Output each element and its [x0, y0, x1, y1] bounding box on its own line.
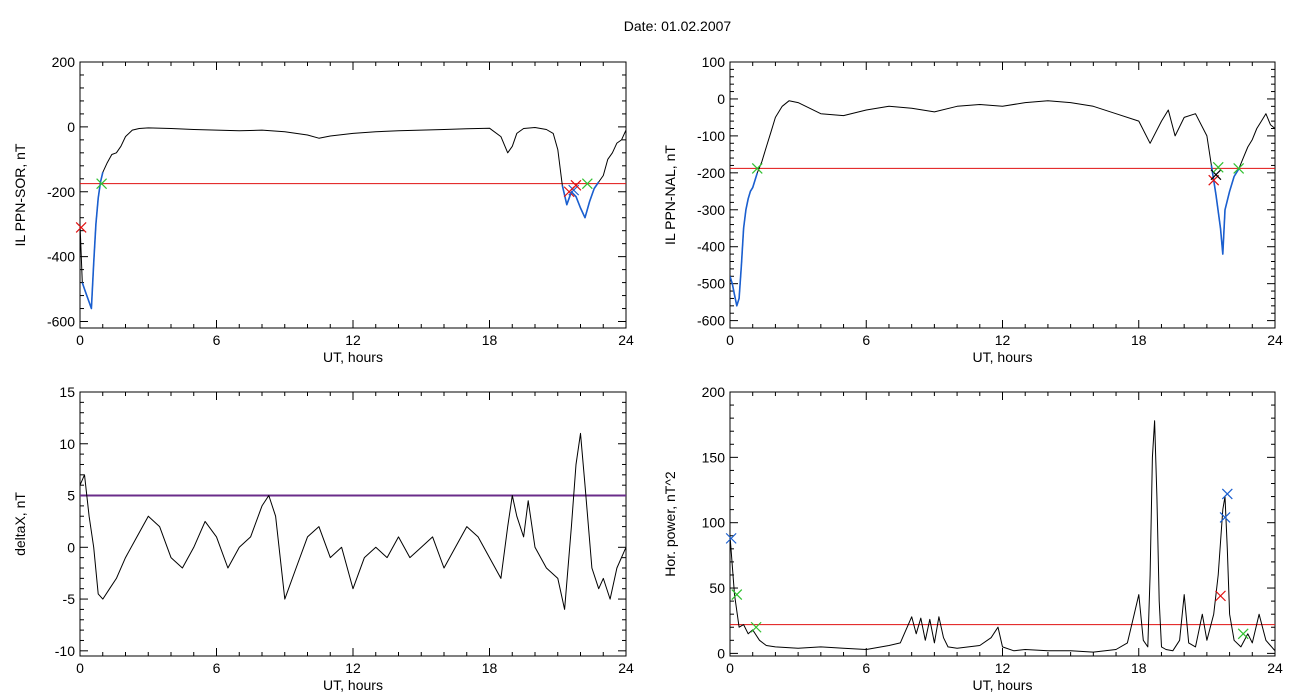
chart-panel-power: 0 6 12 18 24 0 50 100 150 200 UT, hours Hor. power,…: [662, 384, 1283, 693]
y-tick-label: 50: [709, 580, 725, 596]
y-tick-label: 150: [702, 449, 726, 465]
plot-frame: [729, 61, 1276, 329]
series-group: [730, 100, 1275, 307]
x-tick-label: 18: [482, 332, 498, 348]
x-axis-label: UT, hours: [323, 677, 383, 693]
y-tick-label: -200: [47, 184, 75, 200]
series-group: [80, 127, 626, 310]
data-marker: [1208, 174, 1220, 186]
y-tick-label: 0: [717, 645, 725, 661]
x-tick-label: 12: [345, 660, 361, 676]
y-axis-label: Hor. power, nT^2: [662, 471, 678, 577]
y-axis-label: deltaX, nT: [12, 492, 28, 556]
data-marker: [96, 178, 108, 190]
x-tick-label: 18: [1131, 660, 1147, 676]
plot-frame: [79, 391, 627, 657]
series-main-line: [80, 432, 626, 610]
y-tick-label: 5: [67, 488, 75, 504]
data-marker: [75, 222, 87, 233]
x-tick-label: 12: [995, 332, 1011, 348]
x-tick-label: 12: [345, 332, 361, 348]
y-tick-label: 0: [67, 119, 75, 135]
data-marker: [751, 162, 763, 174]
x-tick-label: 24: [1267, 332, 1283, 348]
series-segment-line: [1210, 165, 1240, 255]
y-tick-label: -400: [697, 239, 725, 255]
data-marker: [1237, 628, 1249, 640]
x-tick-label: 0: [76, 332, 84, 348]
series-segment-line: [730, 172, 759, 307]
x-tick-label: 6: [862, 332, 870, 348]
x-tick-label: 24: [618, 660, 634, 676]
y-tick-label: 10: [59, 436, 75, 452]
x-tick-label: 6: [213, 660, 221, 676]
x-tick-label: 6: [213, 332, 221, 348]
data-marker: [581, 178, 593, 190]
x-tick-label: 24: [618, 332, 634, 348]
series-group: [730, 420, 1275, 653]
y-tick-label: 200: [702, 384, 726, 400]
chart-panel-nal: 0 6 12 18 24 -600 -500 -400 -300 -200 -100 0 100 UT, …: [662, 54, 1283, 365]
x-axis-label: UT, hours: [973, 349, 1033, 365]
data-marker: [1212, 161, 1224, 173]
series-main-line: [730, 420, 1275, 653]
data-marker: [731, 589, 743, 600]
x-tick-label: 0: [726, 660, 734, 676]
data-marker: [570, 179, 582, 191]
data-marker: [1233, 162, 1245, 174]
date-title: Date: 01.02.2007: [623, 18, 732, 34]
y-tick-label: 200: [52, 54, 76, 70]
y-tick-label: -10: [55, 643, 75, 659]
y-tick-label: 100: [702, 515, 726, 531]
x-tick-label: 6: [862, 660, 870, 676]
y-tick-label: 100: [702, 54, 726, 70]
y-tick-label: -600: [47, 314, 75, 330]
y-tick-label: -500: [697, 276, 725, 292]
x-tick-label: 0: [726, 332, 734, 348]
chart-panel-sor: 0 6 12 18 24 -600 -400 -200 0 200 UT, hours IL PPN-…: [12, 54, 634, 365]
y-tick-label: 15: [59, 384, 75, 400]
x-tick-label: 18: [482, 660, 498, 676]
y-tick-label: -5: [63, 591, 76, 607]
x-tick-label: 18: [1131, 332, 1147, 348]
series-main-line: [730, 100, 1275, 307]
x-tick-label: 24: [1267, 660, 1283, 676]
series-segment-line: [81, 172, 104, 310]
plot-frame: [79, 61, 627, 329]
data-marker: [1210, 169, 1222, 181]
series-group: [80, 432, 626, 610]
y-axis-label: IL PPN-SOR, nT: [12, 143, 28, 246]
y-axis-label: IL PPN-NAL, nT: [662, 145, 678, 245]
y-tick-label: -400: [47, 249, 75, 265]
data-marker: [1221, 488, 1233, 500]
data-marker: [725, 532, 737, 544]
y-tick-label: 0: [67, 539, 75, 555]
y-tick-label: 0: [717, 91, 725, 107]
data-marker: [1219, 512, 1231, 523]
data-marker: [1215, 590, 1226, 602]
x-axis-label: UT, hours: [973, 677, 1033, 693]
x-tick-label: 0: [76, 660, 84, 676]
y-tick-label: -300: [697, 202, 725, 218]
x-tick-label: 12: [995, 660, 1011, 676]
y-tick-label: -600: [697, 313, 725, 329]
y-tick-label: -100: [697, 128, 725, 144]
data-marker: [750, 621, 762, 633]
x-axis-label: UT, hours: [323, 349, 383, 365]
plot-frame: [729, 391, 1276, 657]
series-main-line: [80, 127, 626, 309]
chart-panel-deltax: 0 6 12 18 24 -10 -5 0 5 10 15 UT, hours deltaX, nT: [12, 384, 634, 693]
series-segment-line: [561, 181, 600, 219]
y-tick-label: -200: [697, 165, 725, 181]
